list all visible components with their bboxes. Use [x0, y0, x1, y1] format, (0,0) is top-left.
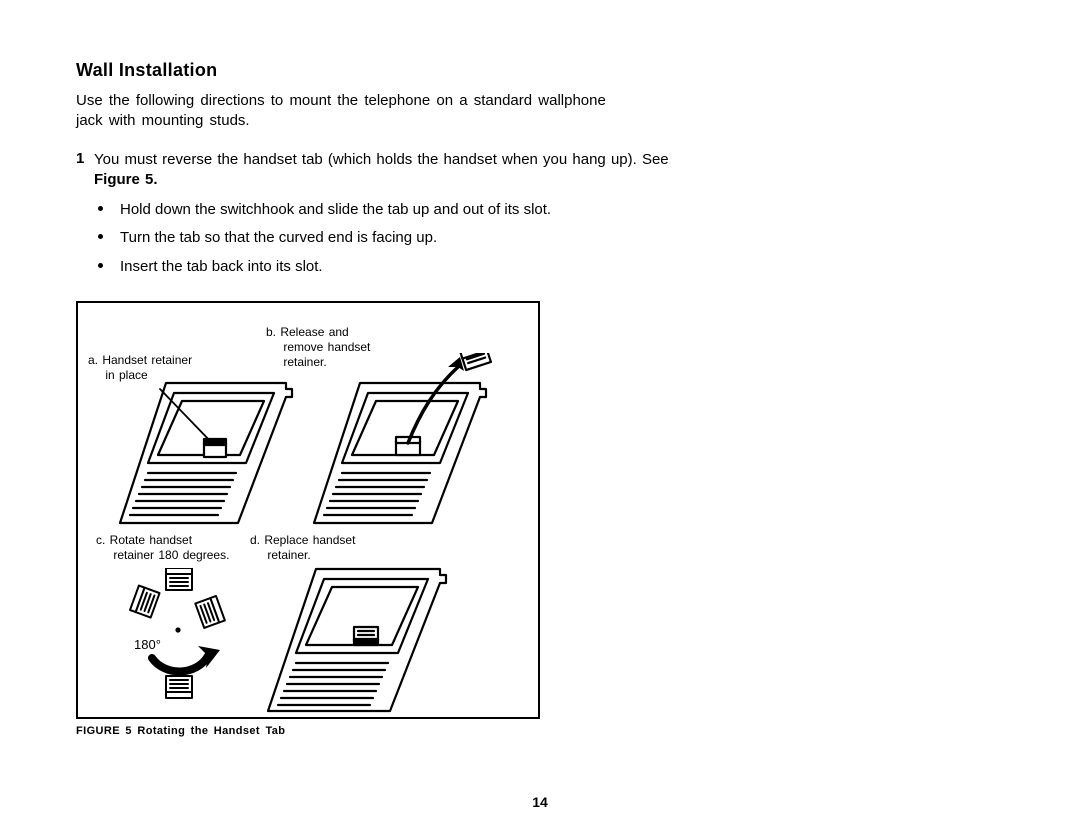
phone-illustration-b	[310, 353, 510, 525]
section-heading: Wall Installation	[76, 60, 996, 81]
figure-label-d: d. Replace handset retainer.	[250, 533, 355, 563]
step-1: 1 You must reverse the handset tab (whic…	[76, 150, 716, 191]
figure-label-c: c. Rotate handset retainer 180 degrees.	[96, 533, 229, 563]
rotation-illustration-c	[108, 568, 258, 708]
phone-illustration-d	[258, 561, 458, 715]
page-number: 14	[0, 794, 1080, 810]
step-text-before: You must reverse the handset tab (which …	[94, 151, 669, 168]
phone-illustration-a	[108, 375, 298, 525]
bullet-item: Hold down the switchhook and slide the t…	[98, 196, 738, 224]
step-number: 1	[76, 150, 94, 167]
bullet-item: Turn the tab so that the curved end is f…	[98, 224, 738, 252]
step-text: You must reverse the handset tab (which …	[94, 150, 716, 191]
figure-5: a. Handset retainer in place b. Release …	[76, 301, 540, 719]
intro-paragraph: Use the following directions to mount th…	[76, 91, 636, 132]
rotation-degrees-label: 180°	[134, 637, 161, 652]
page: Wall Installation Use the following dire…	[0, 0, 996, 737]
figure-caption: FIGURE 5 Rotating the Handset Tab	[76, 725, 996, 737]
step-bullets: Hold down the switchhook and slide the t…	[98, 196, 738, 281]
step-text-bold: Figure 5.	[94, 171, 158, 188]
bullet-item: Insert the tab back into its slot.	[98, 253, 738, 281]
